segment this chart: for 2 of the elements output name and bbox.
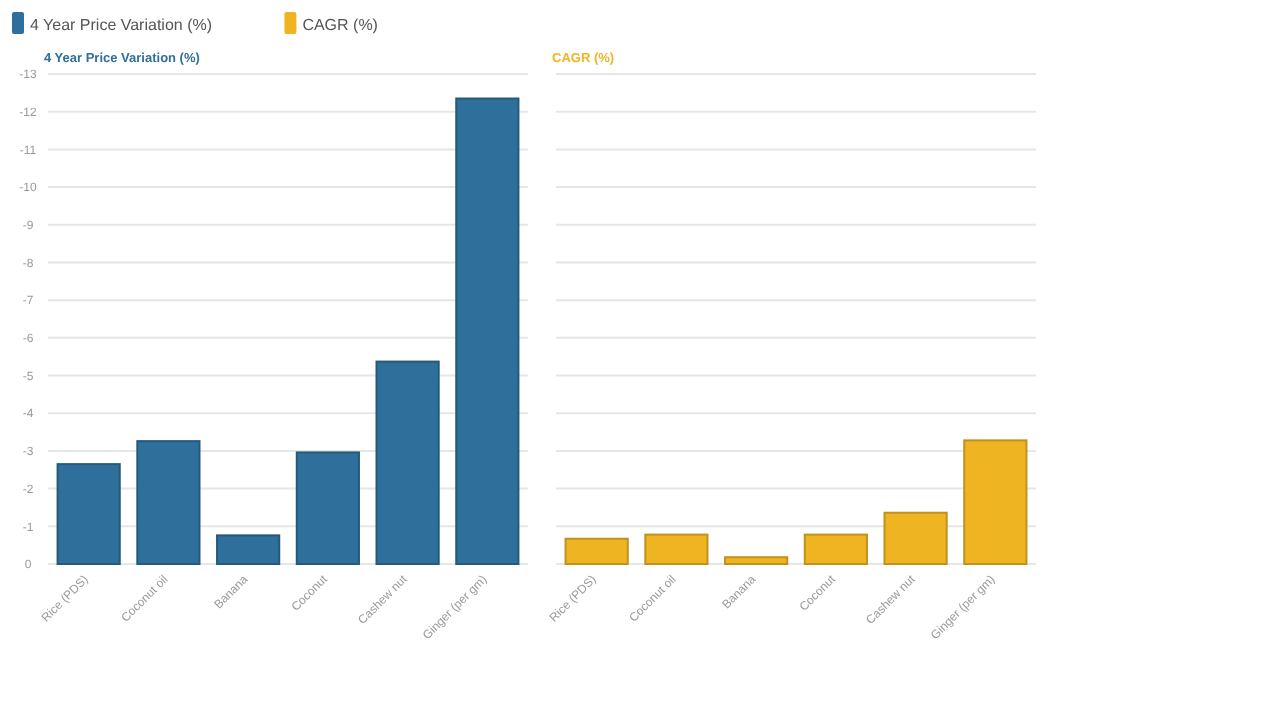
legend-label: 4 Year Price Variation (%) — [30, 16, 213, 34]
legend-label: CAGR (%) — [302, 16, 379, 34]
